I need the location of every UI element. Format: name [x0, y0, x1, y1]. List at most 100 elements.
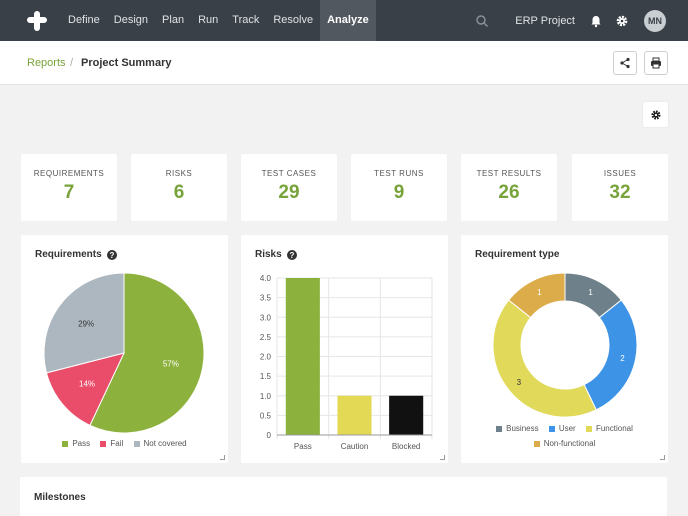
legend-item[interactable]: Non-functional: [533, 439, 596, 448]
stat-card-risks[interactable]: RISKS 6: [131, 154, 227, 221]
help-icon[interactable]: ?: [286, 249, 297, 260]
stat-label: TEST RUNS: [374, 169, 424, 178]
resize-handle[interactable]: [660, 455, 665, 460]
card-title: Requirement type: [475, 249, 559, 260]
nav-define[interactable]: Define: [68, 14, 100, 26]
legend-item[interactable]: User: [548, 424, 576, 433]
search-icon[interactable]: [475, 14, 489, 28]
nav-analyze[interactable]: Analyze: [320, 0, 376, 41]
nav-design[interactable]: Design: [113, 14, 149, 26]
requirement-type-legend: Business User Functional: [461, 424, 668, 434]
legend-label: Business: [506, 424, 539, 433]
slice-value-label: 57%: [163, 359, 179, 368]
legend-swatch: [548, 425, 555, 432]
y-tick-label: 3.0: [260, 313, 272, 322]
nav-run[interactable]: Run: [198, 14, 219, 26]
nav-plan[interactable]: Plan: [162, 14, 185, 26]
bell-icon[interactable]: [589, 14, 603, 28]
risks-card-title: Risks: [255, 249, 282, 260]
nav-track[interactable]: Track: [232, 14, 260, 26]
card-title: Risks ?: [255, 249, 297, 260]
legend-item[interactable]: Functional: [585, 424, 633, 433]
risks-bar-chart: 0 0.5 1.0 1.5 2.0 2.5 3.0 3.5 4.0 Pass Caution Bloc…: [260, 274, 433, 451]
legend-swatch: [100, 440, 107, 447]
legend-swatch: [62, 440, 69, 447]
legend-label: Non-functional: [543, 439, 596, 448]
bar-caution[interactable]: [337, 395, 372, 435]
x-tick-label: Caution: [341, 442, 369, 451]
project-selector[interactable]: ERP Project: [515, 14, 575, 27]
stat-card-test-cases[interactable]: TEST CASES 29: [241, 154, 337, 221]
requirement-type-chart-card: 1 2 3 1 Requirement type Business User Func…: [461, 235, 668, 463]
resize-handle[interactable]: [440, 455, 445, 460]
slice-user[interactable]: [583, 299, 638, 411]
stat-value: 9: [393, 182, 405, 203]
print-button[interactable]: [644, 51, 668, 75]
nav-resolve[interactable]: Resolve: [273, 14, 314, 26]
slice-functional[interactable]: [492, 299, 597, 418]
share-icon: [620, 57, 630, 69]
slice-value-label: 29%: [78, 320, 94, 329]
nav-right-group: ERP Project MN: [475, 0, 688, 41]
slice-non-functional[interactable]: [508, 272, 566, 319]
y-tick-label: 1.5: [260, 372, 272, 381]
stat-card-issues[interactable]: ISSUES 32: [572, 154, 668, 221]
y-tick-label: 3.5: [260, 294, 272, 303]
slice-not-covered[interactable]: [43, 272, 125, 374]
stat-label: RISKS: [165, 169, 193, 178]
y-tick-label: 4.0: [260, 274, 272, 283]
legend-label: User: [558, 424, 576, 433]
app-logo-icon[interactable]: [25, 9, 49, 33]
legend-label: Not covered: [143, 439, 187, 448]
stat-card-test-runs[interactable]: TEST RUNS 9: [351, 154, 447, 221]
stat-card-requirements[interactable]: REQUIREMENTS 7: [21, 154, 117, 221]
card-title: Requirements ?: [35, 249, 117, 260]
legend-item[interactable]: Not covered: [133, 439, 187, 448]
y-tick-label: 0: [267, 431, 272, 440]
requirement-type-card-title: Requirement type: [475, 249, 560, 260]
print-icon: [651, 57, 661, 69]
stat-label: TEST CASES: [261, 169, 317, 178]
top-navbar: Define Design Plan Run Track Resolve Ana…: [0, 0, 688, 41]
legend-swatch: [533, 440, 540, 447]
legend-item[interactable]: Fail: [100, 439, 123, 448]
share-button[interactable]: [613, 51, 637, 75]
y-tick-label: 2.0: [260, 353, 272, 362]
legend-item[interactable]: Business: [496, 424, 539, 433]
stat-value: 6: [173, 182, 185, 203]
slice-value-label: 3: [517, 378, 522, 387]
stat-label: ISSUES: [603, 169, 637, 178]
legend-swatch: [585, 425, 592, 432]
slice-value-label: 1: [588, 288, 593, 297]
slice-pass[interactable]: [89, 272, 205, 434]
slice-value-label: 2: [620, 354, 625, 363]
legend-item[interactable]: Pass: [62, 439, 90, 448]
stat-label: TEST RESULTS: [476, 169, 542, 178]
dashboard-settings-button[interactable]: [643, 102, 668, 127]
requirements-pie-chart: 57% 14% 29%: [43, 272, 205, 434]
y-tick-label: 1.0: [260, 392, 272, 401]
legend-label: Functional: [595, 424, 633, 433]
gear-icon: [650, 109, 661, 120]
help-icon[interactable]: ?: [106, 249, 117, 260]
y-tick-label: 2.5: [260, 333, 272, 342]
resize-handle[interactable]: [220, 455, 225, 460]
user-avatar[interactable]: MN: [644, 9, 666, 32]
stat-value: 7: [63, 182, 75, 203]
bar-pass[interactable]: [285, 278, 320, 435]
breadcrumb-separator: /: [70, 57, 74, 69]
legend-label: Fail: [110, 439, 124, 448]
breadcrumb-reports-link[interactable]: Reports: [27, 57, 66, 69]
stat-card-test-results[interactable]: TEST RESULTS 26: [461, 154, 557, 221]
slice-fail[interactable]: [45, 352, 125, 427]
stat-value: 29: [278, 182, 300, 203]
page-title: Project Summary: [81, 57, 172, 69]
gear-icon[interactable]: [615, 14, 629, 28]
milestones-title: Milestones: [34, 492, 86, 503]
x-tick-label: Pass: [294, 442, 312, 451]
requirements-legend: Pass Fail Not covered: [21, 439, 228, 449]
bar-blocked[interactable]: [389, 395, 424, 435]
slice-value-label: 14%: [79, 380, 95, 389]
legend-swatch: [133, 440, 140, 447]
stat-value: 32: [609, 182, 631, 203]
